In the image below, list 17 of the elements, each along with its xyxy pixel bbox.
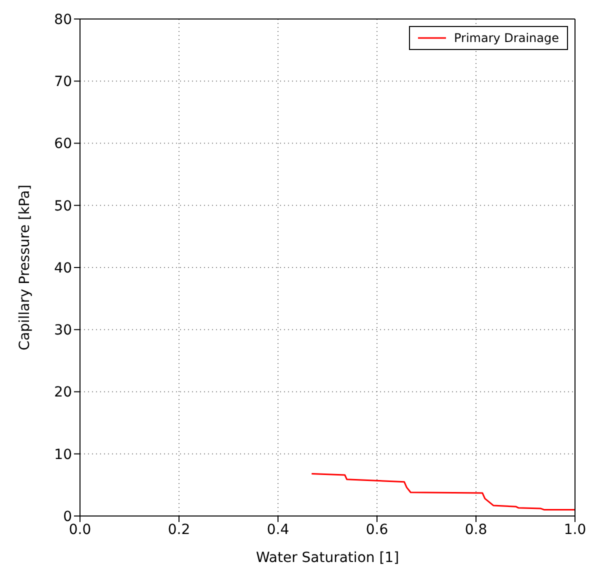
line-series	[310, 473, 575, 511]
y-tick-label: 50	[54, 198, 72, 214]
y-tick-label: 40	[54, 260, 72, 276]
y-tick-label: 20	[54, 384, 72, 401]
y-tick-label: 60	[54, 136, 72, 152]
x-tick-label: 0.8	[464, 522, 488, 538]
x-tick-label: 1.0	[564, 522, 586, 538]
x-tick-label: 0.4	[266, 522, 290, 538]
legend-label: Primary Drainage	[454, 31, 559, 45]
y-tick-label: 70	[54, 74, 72, 90]
y-axis-title: Capillary Pressure [kPa]	[16, 184, 33, 350]
y-tick-label: 30	[54, 322, 72, 339]
y-tick-label: 10	[54, 446, 72, 463]
x-tick-label: 0.2	[168, 522, 190, 538]
x-axis-title: Water Saturation [1]	[256, 550, 400, 566]
y-tick-label: 80	[54, 12, 72, 28]
x-tick-label: 0.6	[366, 522, 388, 538]
